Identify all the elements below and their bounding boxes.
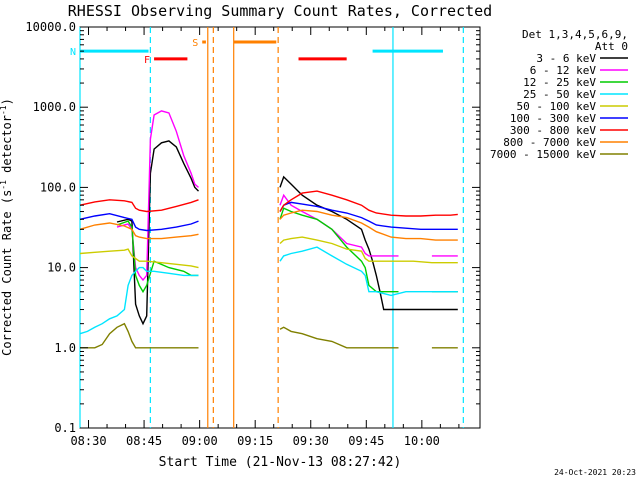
series-line [279, 201, 458, 230]
series-line [79, 248, 199, 269]
legend-label: 7000 - 15000 keV [490, 148, 596, 161]
series-line [116, 220, 199, 294]
y-tick-label: 0.1 [54, 421, 76, 435]
series-line [116, 140, 199, 326]
y-tick-label: 10.0 [47, 261, 76, 275]
legend-label: 3 - 6 keV [536, 52, 596, 65]
series-line [279, 236, 458, 264]
x-tick-label: 10:00 [404, 434, 440, 448]
legend-label: 6 - 12 keV [530, 64, 597, 77]
y-tick-label: 1.0 [54, 341, 76, 355]
series-line [279, 246, 458, 297]
legend-label: 12 - 25 keV [523, 76, 596, 89]
series-line [116, 110, 199, 282]
y-axis-label: Corrected Count Rate (s-1 detector-1) [0, 98, 14, 356]
footer-date: 24-Oct-2021 20:23 [554, 468, 636, 477]
series-lines [79, 110, 458, 349]
series-line [279, 209, 458, 241]
y-tick-label: 10000.0 [25, 20, 76, 34]
x-tick-label: 09:30 [293, 434, 329, 448]
legend-label: 25 - 50 keV [523, 88, 596, 101]
series-line [279, 175, 458, 311]
x-axis-label: Start Time (21-Nov-13 08:27:42) [159, 455, 402, 470]
series-line [279, 326, 399, 349]
series-line [279, 207, 399, 293]
y-axis-label-main: Corrected Count Rate (s [0, 190, 14, 356]
y-axis-label-sup1: -1 [0, 180, 8, 190]
state-annotations: N F S [70, 38, 443, 66]
plot-area [79, 26, 481, 429]
plot-frame [79, 26, 481, 429]
series-line [79, 222, 199, 240]
legend-header-1: Det 1,3,4,5,6,9, [522, 28, 628, 41]
series-line [279, 193, 399, 257]
x-tick-label: 09:45 [348, 434, 384, 448]
chart-title: RHESSI Observing Summary Count Rates, Co… [68, 2, 492, 20]
series-line [279, 190, 458, 217]
state-label: N [70, 47, 76, 58]
legend-label: 50 - 100 keV [517, 100, 597, 113]
series-line [80, 322, 199, 349]
state-label: F [144, 55, 150, 66]
y-tick-label: 1000.0 [33, 100, 76, 114]
y-axis-label-sup2: -1 [0, 105, 8, 115]
legend-label: 100 - 300 keV [510, 112, 596, 125]
x-axis: 08:30 08:45 09:00 09:15 09:30 09:45 10:00 [70, 27, 460, 448]
y-tick-label: 100.0 [40, 180, 76, 194]
x-tick-label: 09:15 [237, 434, 273, 448]
series-line [79, 266, 199, 335]
x-tick-label: 09:00 [182, 434, 218, 448]
series-line [79, 199, 199, 213]
legend-label: 800 - 7000 keV [503, 136, 596, 149]
y-axis: 10000.0 1000.0 100.0 10.0 1.0 0.1 [25, 20, 480, 435]
x-tick-label: 08:30 [70, 434, 106, 448]
y-axis-label-mid: detector [0, 115, 14, 180]
x-tick-label: 08:45 [126, 434, 162, 448]
series-line [79, 212, 199, 232]
legend-label: 300 - 800 keV [510, 124, 596, 137]
y-axis-label-end: ) [0, 98, 14, 105]
state-label: S [192, 38, 198, 49]
legend-header-2: Att 0 [595, 40, 628, 53]
